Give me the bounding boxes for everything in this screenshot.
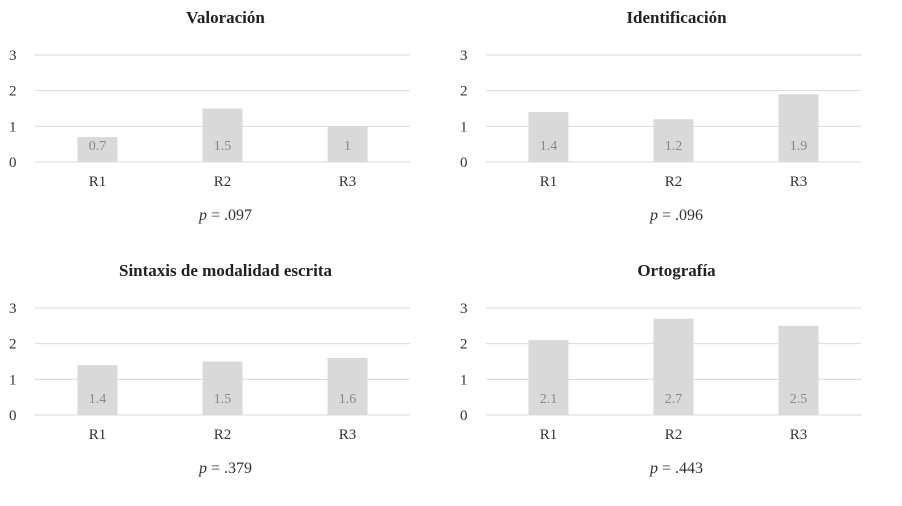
bar — [202, 108, 243, 162]
p-value: = .096 — [658, 207, 703, 224]
x-category-label: R1 — [89, 174, 107, 190]
p-symbol: p — [649, 460, 658, 477]
bar — [653, 119, 694, 162]
chart-panel-valoracion: Valoración 0 1 2 3 0.7 R1 1.5 R2 1 R3 p = .097 — [0, 0, 451, 253]
y-tick-label: 1 — [9, 119, 17, 135]
bar-value-label: 1.6 — [339, 392, 357, 407]
y-tick-label: 0 — [9, 408, 17, 424]
y-tick-label: 1 — [460, 119, 468, 135]
p-value: = .443 — [658, 460, 703, 477]
bar-value-label: 1 — [344, 139, 351, 154]
y-tick-label: 0 — [460, 408, 468, 424]
y-tick-label: 3 — [460, 301, 468, 317]
x-category-label: R2 — [665, 174, 683, 190]
chart-title: Sintaxis de modalidad escrita — [119, 261, 332, 280]
x-category-label: R2 — [665, 427, 683, 443]
chart-svg: Sintaxis de modalidad escrita 0 1 2 3 1.4 R1 1.… — [9, 261, 410, 477]
x-category-label: R1 — [540, 174, 558, 190]
bar — [327, 357, 368, 415]
bar — [778, 325, 819, 415]
y-tick-label: 3 — [9, 301, 17, 317]
y-tick-label: 2 — [460, 337, 468, 353]
p-value-caption: p = .379 — [198, 460, 252, 477]
bar-value-label: 1.5 — [214, 392, 232, 407]
chart-panel-sintaxis: Sintaxis de modalidad escrita 0 1 2 3 1.4 R1 1.… — [0, 253, 451, 506]
bar — [77, 365, 118, 415]
bar-value-label: 2.5 — [790, 392, 808, 407]
y-tick-label: 1 — [460, 372, 468, 388]
chart-panel-identificacion: Identificación 0 1 2 3 1.4 R1 1.2 R2 1.9 R3 p = .09… — [451, 0, 902, 253]
bar — [528, 340, 569, 415]
y-tick-label: 0 — [9, 155, 17, 171]
bar-value-label: 1.2 — [665, 139, 683, 154]
p-value-caption: p = .443 — [649, 460, 703, 477]
chart-title: Valoración — [186, 8, 265, 27]
chart-svg: Ortografía 0 1 2 3 2.1 R1 2.7 R2 2.5 R3 p = .443 — [460, 261, 861, 477]
x-category-label: R1 — [89, 427, 107, 443]
x-category-label: R2 — [214, 427, 232, 443]
y-tick-label: 2 — [460, 84, 468, 100]
bar — [778, 94, 819, 162]
p-value-caption: p = .096 — [649, 207, 703, 224]
y-tick-label: 1 — [9, 372, 17, 388]
bar-value-label: 2.1 — [540, 392, 558, 407]
bar — [202, 361, 243, 415]
chart-panel-ortografia: Ortografía 0 1 2 3 2.1 R1 2.7 R2 2.5 R3 p = .443 — [451, 253, 902, 506]
y-tick-label: 3 — [460, 48, 468, 64]
p-symbol: p — [649, 207, 658, 224]
x-category-label: R3 — [790, 174, 808, 190]
chart-title: Ortografía — [637, 261, 716, 280]
y-tick-label: 2 — [9, 337, 17, 353]
bar — [653, 318, 694, 415]
bar — [77, 137, 118, 162]
p-value-caption: p = .097 — [198, 207, 252, 224]
bar-value-label: 2.7 — [665, 392, 683, 407]
chart-svg: Valoración 0 1 2 3 0.7 R1 1.5 R2 1 R3 p = .097 — [9, 8, 410, 224]
p-value: = .379 — [207, 460, 252, 477]
x-category-label: R3 — [790, 427, 808, 443]
chart-svg: Identificación 0 1 2 3 1.4 R1 1.2 R2 1.9 R3 p = .09… — [460, 8, 861, 224]
bar-value-label: 1.5 — [214, 139, 232, 154]
bar — [327, 126, 368, 162]
bar-value-label: 1.4 — [89, 392, 107, 407]
p-value: = .097 — [207, 207, 252, 224]
bar-value-label: 1.9 — [790, 139, 808, 154]
x-category-label: R2 — [214, 174, 232, 190]
bar-value-label: 0.7 — [89, 139, 107, 154]
bar — [528, 112, 569, 162]
x-category-label: R3 — [339, 174, 357, 190]
chart-title: Identificación — [626, 8, 727, 27]
x-category-label: R1 — [540, 427, 558, 443]
y-tick-label: 2 — [9, 84, 17, 100]
p-symbol: p — [198, 207, 207, 224]
y-tick-label: 0 — [460, 155, 468, 171]
y-tick-label: 3 — [9, 48, 17, 64]
bar-value-label: 1.4 — [540, 139, 558, 154]
x-category-label: R3 — [339, 427, 357, 443]
p-symbol: p — [198, 460, 207, 477]
